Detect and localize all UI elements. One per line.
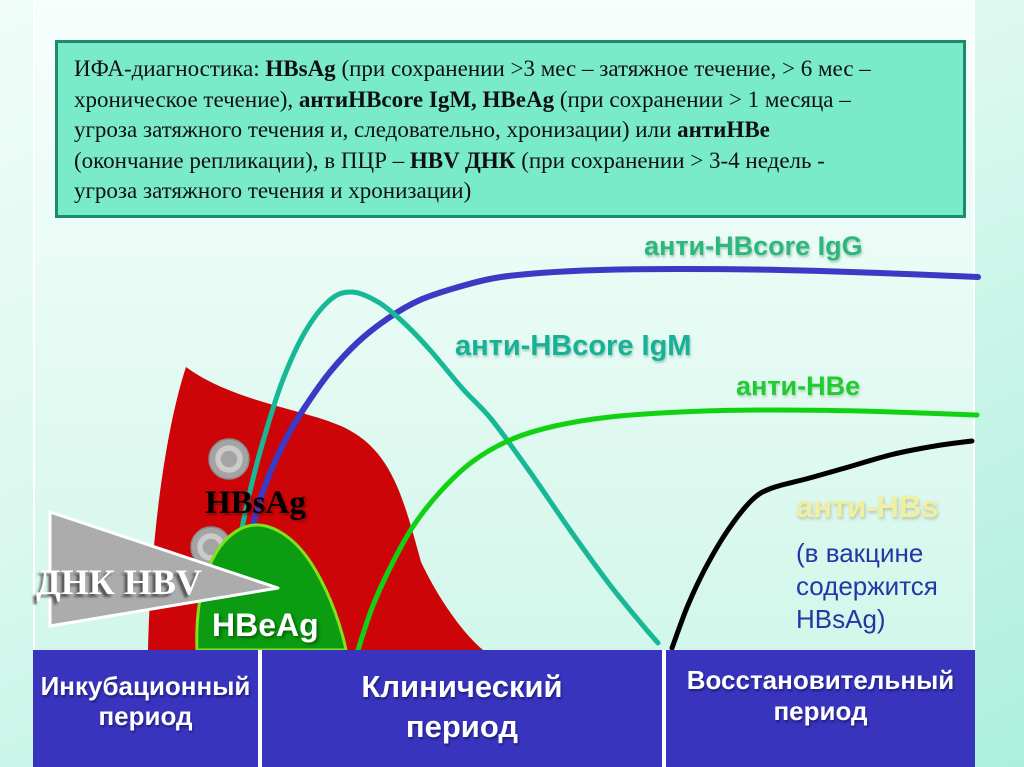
info-box: ИФА-диагностика: HBsAg (при сохранении >… — [55, 40, 966, 218]
timeline-period-clinical: Клинический период — [258, 650, 666, 767]
info-box-line: (окончание репликации), в ПЦР – HBV ДНК … — [74, 147, 825, 173]
label-hbsag: HBsAg — [205, 485, 306, 521]
virus-particle-icon — [208, 438, 250, 480]
info-box-line: угроза затяжного течения и, следовательн… — [74, 117, 770, 142]
curve-anti-hbe — [355, 407, 980, 653]
curve-anti-hbs — [669, 438, 975, 651]
timeline-period-incubation: Инкубационный период — [40, 671, 251, 731]
label-anti-hbs: анти-HBs — [796, 489, 939, 524]
label-anti-hbcore-igg: анти-HBcore IgG — [644, 231, 863, 261]
timeline-bar: Инкубационный период Клинический период Восс… — [33, 650, 975, 767]
label-dna-hbv: ДНК HBV — [36, 562, 202, 602]
info-box-line: ИФА-диагностика: HBsAg (при сохранении >… — [74, 56, 871, 81]
label-anti-hbcore-igm: анти-HBcore IgM — [455, 330, 692, 362]
info-box-line: угроза затяжного течения и хронизации) — [74, 178, 472, 203]
label-hbeag: HBeAg — [212, 607, 319, 643]
dna-hbv-arrow — [48, 510, 280, 628]
timeline-period-recovery: Восстановительный период — [686, 665, 955, 726]
info-box-line: хроническое течение), антиHBcore IgM, HB… — [74, 86, 851, 112]
serology-curves — [225, 265, 981, 653]
curve-anti-hbcore-igg — [235, 265, 981, 621]
vaccine-note: (в вакцине содержится HBsAg) — [796, 538, 938, 634]
curve-anti-hbcore-igm — [225, 289, 661, 646]
label-anti-hbe: анти-HBe — [736, 371, 861, 401]
